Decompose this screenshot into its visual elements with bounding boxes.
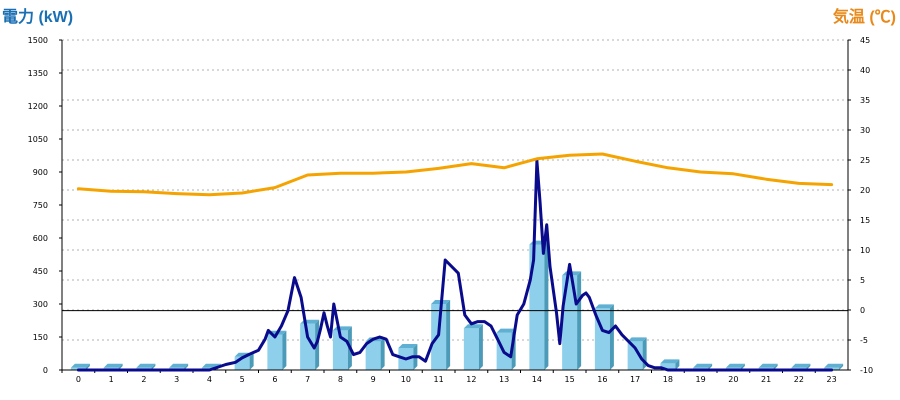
bar-side-0 — [85, 363, 90, 370]
power-line — [76, 159, 834, 372]
x-tick-label: 12 — [466, 375, 476, 384]
x-tick-label: 23 — [827, 375, 837, 384]
bar-top-0 — [70, 363, 90, 368]
temperature-line — [76, 152, 834, 197]
bar-top-18 — [660, 359, 680, 364]
bar-side-16 — [609, 304, 614, 370]
left-tick-label: 1350 — [28, 69, 48, 78]
bar-top-16 — [594, 304, 614, 309]
x-tick-label: 4 — [207, 375, 212, 384]
bar-side-6 — [282, 330, 287, 370]
right-tick-label: 15 — [860, 216, 870, 225]
x-tick-label: 5 — [240, 375, 245, 384]
x-tick-label: 15 — [565, 375, 575, 384]
bar-top-21 — [758, 363, 778, 368]
x-tick-label: 8 — [338, 375, 343, 384]
bar-top-20 — [725, 363, 745, 368]
x-tick-label: 18 — [663, 375, 673, 384]
x-tick-label: 22 — [794, 375, 804, 384]
bar-side-14 — [544, 240, 549, 370]
bar-18 — [660, 363, 676, 370]
bar-side-21 — [773, 363, 778, 370]
x-tick-label: 11 — [434, 375, 444, 384]
x-tick-label: 3 — [174, 375, 179, 384]
bar-top-12 — [463, 324, 483, 329]
right-tick-label: -10 — [860, 366, 873, 375]
x-tick-label: 9 — [371, 375, 376, 384]
bar-side-5 — [249, 352, 254, 370]
left-tick-label: 1200 — [28, 102, 48, 111]
right-tick-label: 35 — [860, 96, 870, 105]
left-tick-label: 900 — [33, 168, 48, 177]
bar-top-3 — [169, 363, 189, 368]
bar-side-1 — [118, 363, 123, 370]
x-tick-label: 2 — [141, 375, 146, 384]
x-tick-label: 13 — [499, 375, 509, 384]
bar-top-2 — [136, 363, 156, 368]
tick-labels: 01503004506007509001050120013501500-10-5… — [28, 36, 873, 384]
bar-9 — [365, 341, 381, 370]
x-tick-label: 16 — [597, 375, 607, 384]
bar-top-10 — [398, 344, 418, 348]
x-tick-label: 6 — [272, 375, 277, 384]
x-tick-label: 20 — [728, 375, 738, 384]
bar-side-11 — [446, 300, 451, 370]
bar-side-22 — [806, 363, 811, 370]
left-tick-label: 300 — [33, 300, 48, 309]
bar-top-22 — [791, 363, 811, 368]
left-tick-label: 600 — [33, 234, 48, 243]
bar-side-9 — [380, 337, 385, 370]
right-tick-label: 0 — [860, 306, 865, 315]
bar-15 — [562, 275, 578, 370]
right-tick-label: 30 — [860, 126, 870, 135]
bar-6 — [267, 334, 283, 370]
x-tick-label: 7 — [305, 375, 310, 384]
right-tick-label: 5 — [860, 276, 865, 285]
bar-12 — [463, 328, 479, 370]
left-tick-label: 0 — [43, 366, 48, 375]
bar-top-19 — [693, 363, 713, 368]
bar-side-19 — [708, 363, 713, 370]
bar-side-2 — [151, 363, 156, 370]
grid-lines — [62, 39, 848, 341]
right-tick-label: 45 — [860, 36, 870, 45]
bar-side-3 — [184, 363, 189, 370]
bar-side-18 — [675, 359, 680, 370]
left-tick-label: 150 — [33, 333, 48, 342]
bar-14 — [529, 244, 545, 370]
right-axis-title: 気温 (℃) — [833, 7, 896, 26]
left-tick-label: 450 — [33, 267, 48, 276]
x-tick-label: 1 — [109, 375, 114, 384]
left-axis-title: 電力 (kW) — [2, 7, 73, 26]
x-tick-label: 19 — [696, 375, 706, 384]
bar-side-12 — [478, 324, 483, 370]
bar-side-23 — [839, 363, 844, 370]
bar-17 — [627, 341, 643, 370]
x-tick-label: 21 — [761, 375, 771, 384]
right-tick-label: 20 — [860, 186, 870, 195]
x-tick-label: 10 — [401, 375, 411, 384]
bar-side-20 — [740, 363, 745, 370]
right-tick-label: 10 — [860, 246, 870, 255]
x-tick-label: 0 — [76, 375, 81, 384]
x-tick-label: 17 — [630, 375, 640, 384]
right-tick-label: -5 — [860, 336, 868, 345]
lines-layer — [76, 152, 834, 372]
bar-top-17 — [627, 337, 647, 342]
right-tick-label: 25 — [860, 156, 870, 165]
bar-side-15 — [577, 271, 582, 370]
x-tick-label: 14 — [532, 375, 542, 384]
left-tick-label: 750 — [33, 201, 48, 210]
bar-7 — [300, 323, 316, 370]
bar-top-23 — [824, 363, 844, 368]
left-tick-label: 1050 — [28, 135, 48, 144]
bar-top-13 — [496, 328, 516, 333]
bar-top-1 — [103, 363, 123, 368]
left-tick-label: 1500 — [28, 36, 48, 45]
bars-layer — [70, 240, 844, 370]
right-tick-label: 40 — [860, 66, 870, 75]
axes — [59, 39, 851, 373]
